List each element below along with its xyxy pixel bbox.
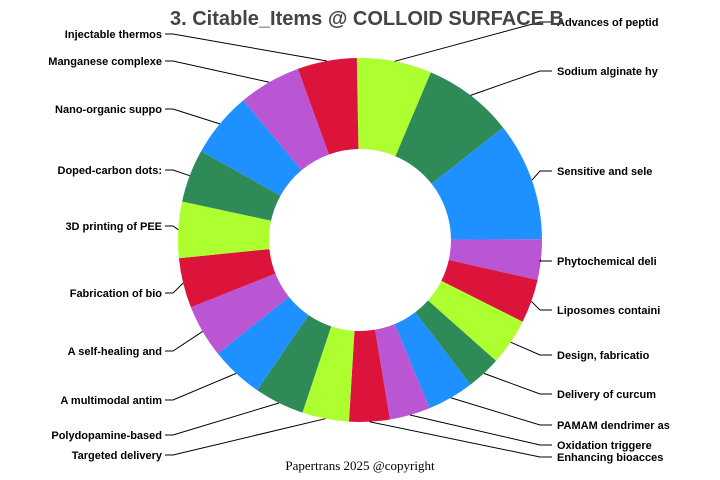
slice-3 bbox=[431, 127, 542, 240]
slice-label-9: Oxidation triggere bbox=[557, 440, 652, 452]
slice-label-7: Delivery of curcum bbox=[557, 389, 656, 401]
leader-line-4 bbox=[539, 259, 552, 262]
slice-5 bbox=[441, 260, 538, 322]
slice-label-11: Targeted delivery bbox=[72, 450, 163, 462]
slice-label-3: Sensitive and sele bbox=[557, 166, 652, 178]
slice-label-20: Injectable thermos bbox=[65, 29, 162, 41]
leader-line-16 bbox=[165, 225, 179, 231]
slice-1 bbox=[356, 58, 431, 157]
slice-label-13: A multimodal antim bbox=[60, 395, 162, 407]
leader-line-20 bbox=[165, 33, 328, 62]
leader-line-11 bbox=[165, 418, 326, 456]
leader-line-7 bbox=[483, 372, 552, 395]
slice-label-16: 3D printing of PEE bbox=[65, 221, 162, 233]
slice-11 bbox=[302, 326, 355, 422]
slice-label-1: Advances of peptid bbox=[557, 17, 658, 29]
leader-line-10 bbox=[369, 421, 552, 458]
chart-footer: Papertrans 2025 @copyright bbox=[285, 458, 435, 473]
slice-label-19: Manganese complexe bbox=[48, 56, 162, 68]
slice-label-12: Polydopamine-based bbox=[51, 430, 162, 442]
slice-2 bbox=[395, 72, 504, 184]
slice-8 bbox=[394, 312, 471, 409]
slice-13 bbox=[217, 296, 309, 391]
leader-line-12 bbox=[165, 402, 280, 436]
slice-15 bbox=[178, 249, 276, 308]
slice-6 bbox=[428, 280, 523, 361]
leader-line-9 bbox=[409, 414, 552, 446]
slice-label-5: Liposomes containi bbox=[557, 305, 660, 317]
slice-20 bbox=[297, 58, 359, 155]
leader-line-17 bbox=[165, 169, 190, 177]
leader-line-6 bbox=[510, 341, 552, 356]
slice-label-17: Doped-carbon dots: bbox=[58, 165, 163, 177]
leader-line-13 bbox=[165, 372, 237, 401]
slice-label-18: Nano-organic suppo bbox=[55, 104, 162, 116]
leader-line-19 bbox=[165, 60, 270, 83]
leader-line-3 bbox=[531, 170, 552, 181]
slice-18 bbox=[201, 100, 302, 196]
slice-label-10: Enhancing bioacces bbox=[557, 452, 663, 464]
slice-label-14: A self-healing and bbox=[68, 346, 162, 358]
slice-4 bbox=[448, 239, 542, 281]
slice-9 bbox=[374, 324, 430, 420]
slice-label-6: Design, fabricatio bbox=[557, 350, 650, 362]
slice-label-4: Phytochemical deli bbox=[557, 256, 657, 268]
slice-17 bbox=[182, 151, 281, 221]
leader-line-18 bbox=[165, 108, 220, 125]
leader-line-14 bbox=[165, 331, 203, 352]
leader-line-15 bbox=[165, 282, 184, 294]
slice-label-2: Sodium alginate hy bbox=[557, 66, 659, 78]
slice-label-8: PAMAM dendrimer as bbox=[557, 420, 670, 432]
leader-line-2 bbox=[470, 70, 552, 96]
slice-10 bbox=[348, 329, 390, 423]
chart-title: 3. Citable_Items @ COLLOID SURFACE B bbox=[170, 8, 564, 30]
leader-line-1 bbox=[394, 21, 552, 62]
slice-16 bbox=[178, 201, 272, 259]
leader-line-5 bbox=[531, 300, 552, 311]
slice-19 bbox=[243, 68, 329, 171]
slice-14 bbox=[190, 273, 289, 354]
slice-label-15: Fabrication of bio bbox=[70, 288, 163, 300]
slice-12 bbox=[257, 315, 332, 413]
slice-7 bbox=[415, 300, 497, 385]
leader-line-8 bbox=[450, 397, 552, 426]
